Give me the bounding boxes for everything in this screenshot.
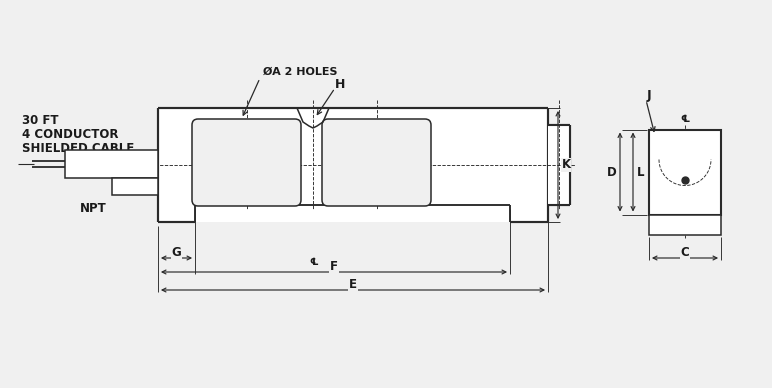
Text: 4 CONDUCTOR: 4 CONDUCTOR <box>22 128 118 140</box>
Text: ℄: ℄ <box>310 257 318 267</box>
Text: G: G <box>171 246 181 258</box>
Text: ØA 2 HOLES: ØA 2 HOLES <box>263 67 337 77</box>
Bar <box>158 108 548 222</box>
Text: H: H <box>335 78 345 90</box>
FancyBboxPatch shape <box>322 119 431 206</box>
Text: NPT: NPT <box>80 201 107 215</box>
Text: D: D <box>607 166 617 178</box>
Text: C: C <box>681 246 689 258</box>
Bar <box>65 150 158 178</box>
Text: K: K <box>561 159 571 171</box>
Text: E: E <box>349 277 357 291</box>
Bar <box>649 215 721 234</box>
Bar <box>649 130 721 215</box>
Bar <box>112 178 158 195</box>
Text: F: F <box>330 260 338 272</box>
Text: ℄: ℄ <box>680 114 689 125</box>
FancyBboxPatch shape <box>192 119 301 206</box>
Bar <box>548 125 570 205</box>
Text: SHIELDED CABLE: SHIELDED CABLE <box>22 142 134 154</box>
Text: 30 FT: 30 FT <box>22 114 59 126</box>
Text: J: J <box>647 90 652 102</box>
Bar <box>649 130 721 215</box>
Text: L: L <box>637 166 645 178</box>
